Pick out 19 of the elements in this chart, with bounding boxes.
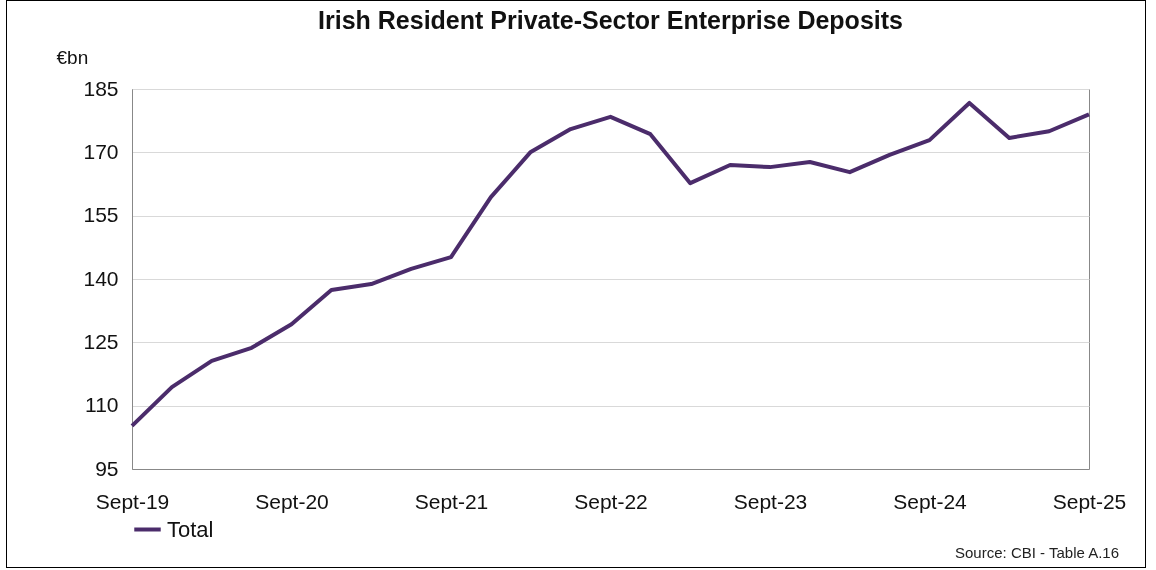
source-note: Source: CBI - Table A.16 — [955, 544, 1119, 561]
legend-label: Total — [167, 516, 214, 542]
y-tick-label: 170 — [83, 139, 119, 163]
x-tick-label: Sept-19 — [95, 489, 170, 513]
y-tick-label: 140 — [83, 266, 119, 290]
y-axis-title: €bn — [56, 46, 89, 68]
y-tick-label: 110 — [85, 393, 119, 417]
x-tick-label: Sept-23 — [733, 489, 808, 513]
x-tick-label: Sept-21 — [414, 489, 489, 513]
x-tick-label: Sept-20 — [255, 489, 329, 513]
x-tick-label: Sept-22 — [574, 489, 648, 513]
chart-title: Irish Resident Private-Sector Enterprise Deposits — [318, 6, 903, 34]
y-tick-label: 185 — [83, 76, 119, 100]
x-tick-label: Sept-24 — [893, 489, 968, 513]
y-tick-label: 155 — [83, 203, 119, 227]
line-series — [130, 100, 1091, 428]
y-tick-label: 95 — [95, 456, 119, 480]
y-tick-label: 125 — [83, 329, 119, 353]
x-tick-label: Sept-25 — [1052, 489, 1127, 513]
